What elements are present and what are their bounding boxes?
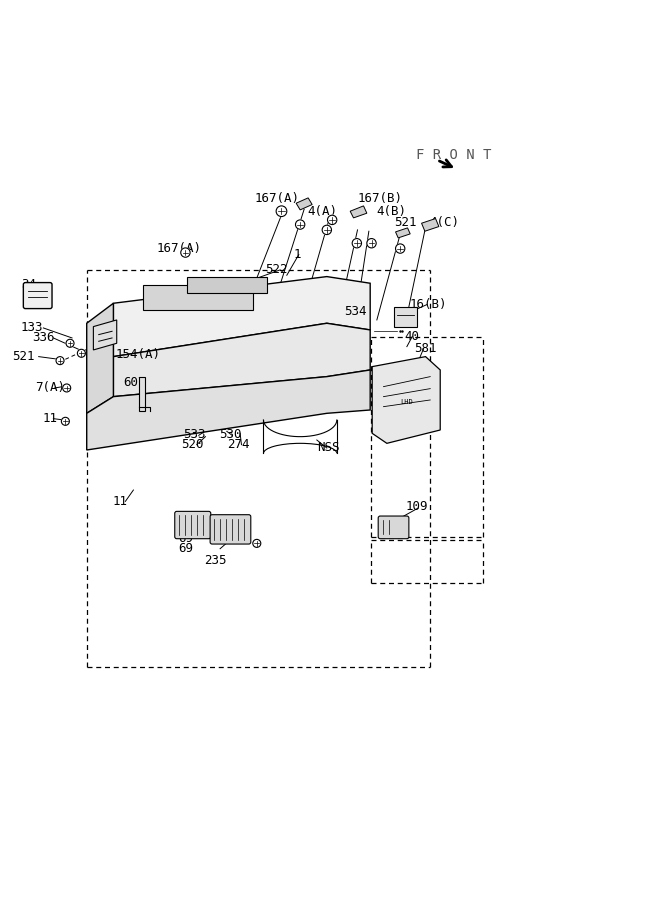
Circle shape (295, 220, 305, 230)
FancyBboxPatch shape (378, 516, 409, 539)
Text: 4(C): 4(C) (430, 216, 459, 230)
Text: 534: 534 (344, 305, 367, 318)
Text: 336: 336 (32, 331, 55, 345)
Polygon shape (93, 320, 117, 350)
Text: 133: 133 (21, 321, 43, 335)
Text: F R O N T: F R O N T (416, 148, 492, 162)
Polygon shape (113, 323, 370, 397)
Text: 4(B): 4(B) (377, 205, 406, 219)
Text: 521: 521 (394, 216, 417, 230)
Text: 109: 109 (406, 500, 428, 513)
Text: 520: 520 (181, 438, 203, 451)
Circle shape (77, 349, 85, 357)
Polygon shape (113, 276, 370, 356)
Circle shape (253, 539, 261, 547)
Text: NSS: NSS (317, 442, 340, 454)
Text: 533: 533 (183, 428, 206, 441)
FancyBboxPatch shape (23, 283, 52, 309)
Text: 40: 40 (405, 330, 420, 343)
Text: 522: 522 (265, 264, 288, 276)
Circle shape (396, 244, 405, 253)
Text: 11: 11 (43, 412, 57, 425)
Text: 7(A): 7(A) (35, 382, 65, 394)
Text: 581: 581 (414, 342, 437, 356)
Circle shape (61, 418, 69, 426)
Polygon shape (422, 219, 439, 231)
Polygon shape (350, 206, 367, 218)
Circle shape (276, 206, 287, 217)
Text: 69: 69 (178, 542, 193, 555)
Text: 1: 1 (293, 248, 301, 261)
Text: 16(B): 16(B) (410, 298, 447, 311)
FancyBboxPatch shape (210, 515, 251, 544)
Polygon shape (394, 307, 417, 327)
Polygon shape (87, 303, 113, 413)
Text: 607: 607 (123, 376, 146, 389)
Circle shape (66, 339, 74, 347)
Text: LHD: LHD (400, 399, 414, 405)
Text: 530: 530 (219, 428, 241, 441)
Text: 167(A): 167(A) (156, 242, 201, 255)
Text: 274: 274 (227, 438, 250, 451)
Text: 154(A): 154(A) (115, 348, 161, 361)
Text: 11: 11 (113, 495, 127, 508)
Circle shape (327, 215, 337, 225)
Text: 378: 378 (185, 282, 208, 294)
Polygon shape (372, 356, 440, 444)
Text: 34: 34 (21, 278, 36, 291)
Text: 167(A): 167(A) (254, 192, 299, 205)
Text: 235: 235 (204, 554, 227, 567)
Polygon shape (139, 376, 145, 411)
Text: 167(B): 167(B) (358, 192, 403, 205)
Text: 4(A): 4(A) (307, 205, 337, 219)
Circle shape (181, 248, 190, 257)
FancyBboxPatch shape (143, 284, 253, 310)
Text: 521: 521 (12, 350, 35, 363)
Circle shape (63, 384, 71, 392)
FancyBboxPatch shape (175, 511, 211, 539)
Polygon shape (87, 370, 370, 450)
Text: 69: 69 (178, 532, 193, 544)
Circle shape (367, 238, 376, 248)
Bar (187, 276, 267, 293)
Polygon shape (296, 198, 312, 210)
Circle shape (322, 225, 331, 235)
Polygon shape (396, 228, 410, 238)
Circle shape (56, 356, 64, 365)
Circle shape (352, 238, 362, 248)
